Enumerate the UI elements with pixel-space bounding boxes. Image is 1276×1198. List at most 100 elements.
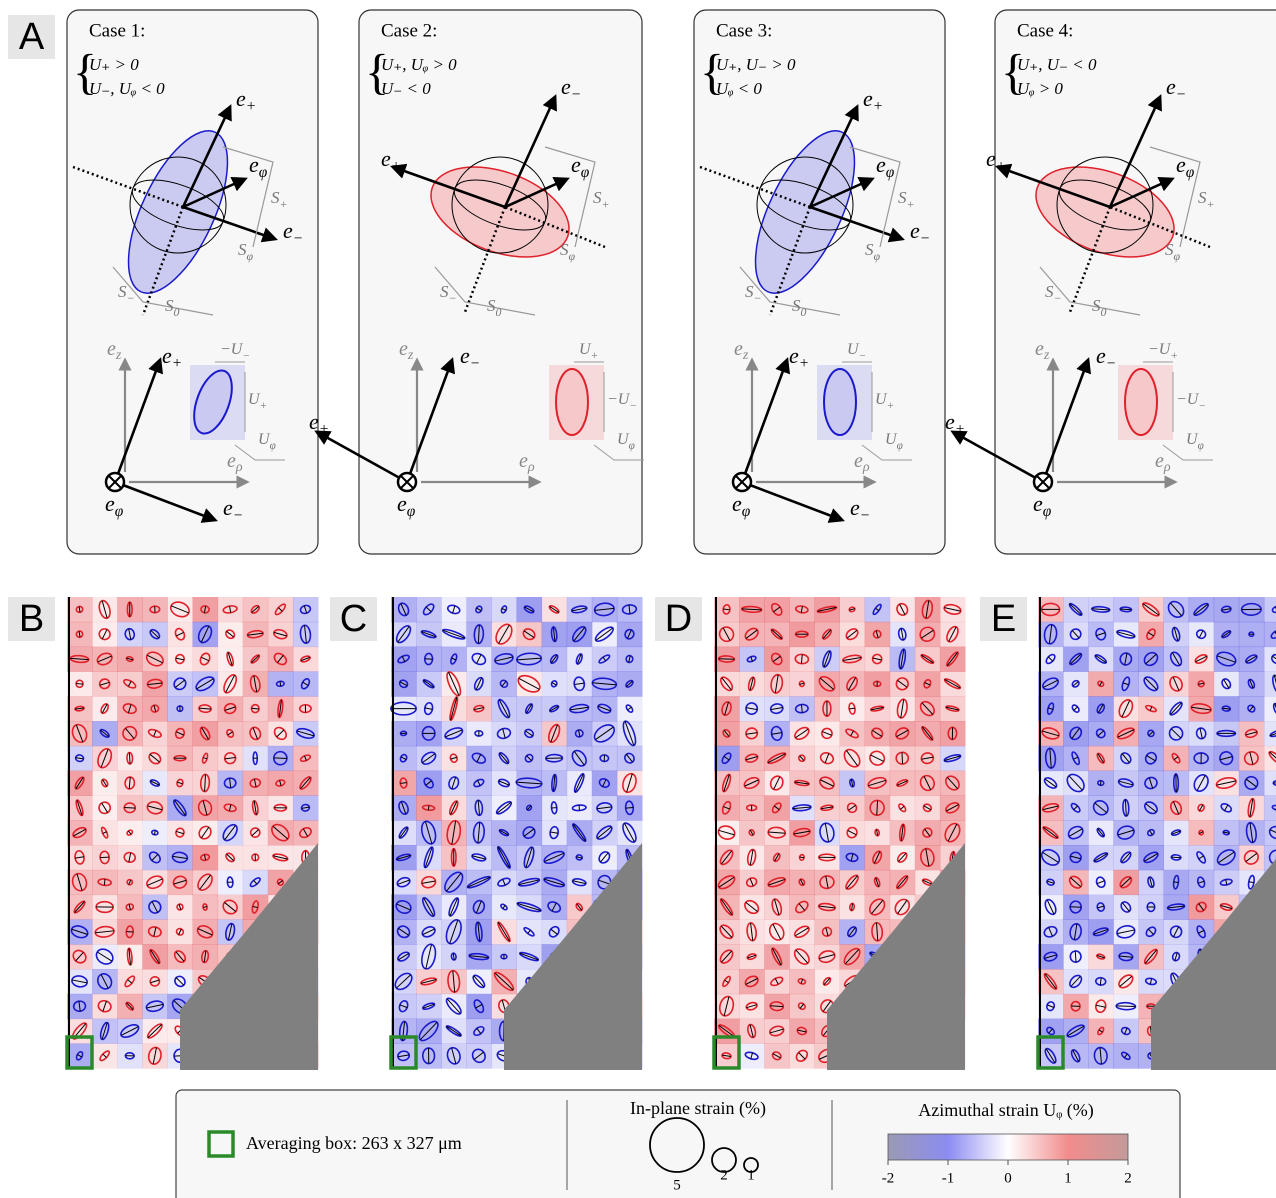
strain-glyph [300, 678, 311, 690]
strain-glyph [874, 828, 881, 837]
symbol: eφ [249, 152, 268, 180]
strain-axis [898, 852, 907, 862]
strain-glyph [445, 1025, 462, 1037]
strain-ellipse [945, 705, 960, 712]
strain-glyph [1195, 629, 1207, 640]
sample-edge [504, 843, 642, 1070]
strain-glyph [771, 802, 782, 814]
strain-axis [1199, 728, 1203, 739]
strain-glyph [1095, 976, 1107, 986]
strain-ellipse [274, 603, 287, 616]
symbol-base: S [1092, 296, 1101, 315]
legend-label: Averaging box: 263 x 327 μm [246, 1133, 462, 1153]
strain-glyph [793, 925, 810, 939]
strain-axis [744, 779, 759, 787]
strain-glyph [421, 725, 436, 741]
strain-ellipse [1116, 727, 1135, 740]
panel-label: B [19, 598, 44, 640]
averaging-box [65, 1035, 94, 1070]
dimension-lines [574, 361, 644, 461]
dotted-axis [699, 165, 812, 316]
strain-glyph [772, 852, 781, 863]
strain-ellipse [547, 723, 561, 744]
strain-glyph [473, 999, 485, 1014]
symbol: e− [910, 218, 930, 246]
strain-ellipse [99, 850, 110, 865]
strain-glyph [869, 750, 886, 766]
strain-ellipse [754, 130, 856, 294]
strain-glyph [222, 605, 238, 614]
strain-axis [551, 682, 557, 686]
strain-glyph [1268, 849, 1276, 866]
strain-ellipse [444, 871, 464, 893]
symbol: Sφ [238, 240, 254, 263]
strain-glyph [870, 727, 884, 740]
symbol-sub: − [860, 507, 870, 524]
symbol-sub: φ [886, 164, 895, 181]
strain-ellipse [473, 624, 485, 645]
strain-ellipse [72, 949, 87, 964]
strain-glyph [1095, 876, 1106, 889]
blank [391, 1070, 651, 1082]
strain-axis [302, 828, 309, 837]
strain-axis [177, 781, 183, 785]
symbol-base: e [1176, 152, 1186, 177]
symbol-base: e [1166, 74, 1176, 99]
strain-axis [277, 880, 283, 885]
dimension-lines [112, 146, 274, 316]
strain-ellipse [1268, 750, 1276, 766]
strain-ellipse [223, 702, 237, 715]
case-condition: U₋, Uᵩ < 0 [89, 79, 165, 98]
strain-glyph [1068, 602, 1083, 616]
strain-glyph [1143, 676, 1159, 692]
strain-axis [774, 978, 779, 985]
strain-ellipse [446, 1046, 461, 1065]
strain-ellipse [943, 678, 962, 690]
strain-glyph [1092, 927, 1109, 937]
strain-glyph [120, 1024, 140, 1038]
strain-glyph [945, 801, 960, 814]
strain-axis [272, 825, 289, 840]
strain-glyph [147, 926, 162, 938]
strain-glyph [1146, 901, 1156, 913]
strain-ellipse [430, 166, 570, 258]
size-key [743, 1157, 759, 1173]
strain-glyph [1216, 651, 1237, 667]
symbol-base: S [271, 188, 280, 207]
strain-ellipse [421, 1047, 436, 1065]
strain-ellipse [276, 878, 285, 886]
symbol-base: S [792, 296, 801, 315]
strain-glyph [1121, 676, 1131, 692]
strain-glyph [71, 975, 88, 988]
strain-glyph [1043, 623, 1058, 645]
strain-axis [304, 625, 307, 644]
strain-ellipse [127, 130, 229, 294]
symbol-sub: φ [1174, 249, 1181, 263]
strain-glyph [571, 626, 587, 643]
arrow [182, 205, 278, 243]
strain-axis [452, 970, 456, 993]
case-condition: U₋ < 0 [381, 79, 431, 98]
strain-ellipse [797, 978, 807, 985]
strain-axis [823, 977, 831, 985]
strain-axis [749, 829, 754, 836]
strain-axis [424, 707, 433, 710]
local-ellipse [1124, 368, 1158, 436]
strain-glyph [71, 872, 88, 892]
strain-axis [543, 878, 565, 886]
strain-axis [722, 627, 731, 641]
strain-glyph [798, 754, 806, 763]
strain-axis [1071, 727, 1080, 739]
strain-glyph [125, 655, 134, 663]
strain-axis [149, 753, 160, 763]
strain-axis [1198, 630, 1204, 639]
strain-glyph [150, 829, 159, 836]
symbol: Sφ [560, 240, 576, 263]
strain-ellipse [423, 777, 434, 789]
strain-axis [794, 927, 809, 937]
strain-glyph [717, 875, 736, 890]
strain-glyph [497, 877, 511, 887]
strain-glyph [1166, 903, 1186, 911]
strain-glyph [223, 702, 237, 715]
strain-axis [718, 876, 735, 888]
